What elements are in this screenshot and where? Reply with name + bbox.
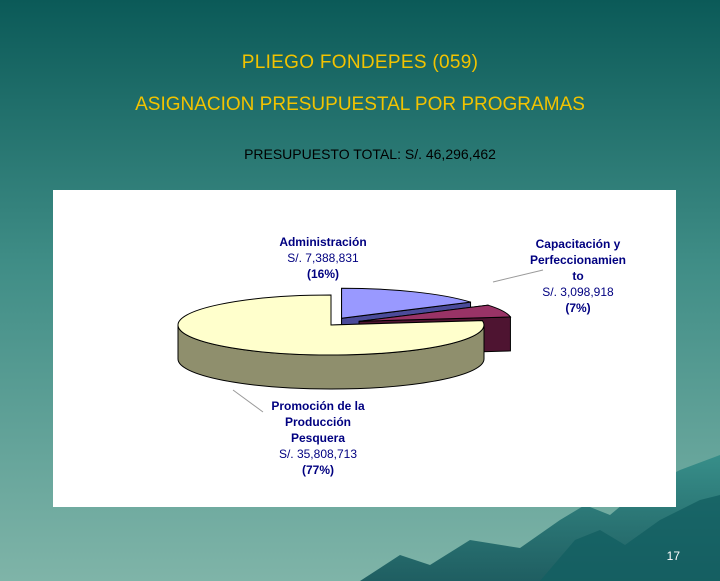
slice-label-line: (77%) bbox=[302, 463, 334, 477]
slice-label-1: Capacitación y Perfeccionamien to S/. 3,098… bbox=[530, 237, 626, 315]
pie-chart: Administración S/. 7,388,831 (16%) Capacita… bbox=[177, 235, 626, 477]
slice-label-line: (16%) bbox=[307, 267, 339, 281]
chart-panel: Administración S/. 7,388,831 (16%) Capacita… bbox=[53, 190, 676, 507]
slice-label-line: Pesquera bbox=[291, 431, 345, 445]
total-budget-text: PRESUPUESTO TOTAL: S/. 46,296,462 bbox=[244, 146, 496, 162]
slice-label-line: Capacitación y bbox=[536, 237, 621, 251]
pie-slice-promoci-n-de-la-producci-n-pesquera bbox=[177, 294, 485, 356]
pie-slice-administraci-n bbox=[341, 287, 471, 319]
slice-label-line: S/. 3,098,918 bbox=[542, 285, 614, 299]
slice-label-2: Promoción de la Producción Pesquera S/. 35,… bbox=[271, 399, 365, 477]
leader-line-2 bbox=[232, 389, 264, 413]
slice-label-line: to bbox=[572, 269, 583, 283]
slide-subtitle-heading: ASIGNACION PRESUPUESTAL POR PROGRAMAS bbox=[135, 94, 585, 115]
slice-label-line: (7%) bbox=[565, 301, 590, 315]
slide-title: PLIEGO FONDEPES (059) bbox=[241, 52, 479, 73]
slice-label-0: Administración S/. 7,388,831 (16%) bbox=[279, 235, 366, 281]
slice-label-line: S/. 35,808,713 bbox=[279, 447, 357, 461]
page-number: 17 bbox=[666, 549, 680, 563]
slice-label-line: Perfeccionamien bbox=[530, 253, 626, 267]
leader-line-1 bbox=[492, 269, 544, 283]
slice-label-line: Administración bbox=[279, 235, 366, 249]
slice-label-line: Producción bbox=[285, 415, 351, 429]
slice-label-line: S/. 7,388,831 bbox=[287, 251, 359, 265]
pie-slice-capacitaci-n-y-perfeccionamiento bbox=[359, 304, 512, 322]
slice-label-line: Promoción de la bbox=[271, 399, 365, 413]
